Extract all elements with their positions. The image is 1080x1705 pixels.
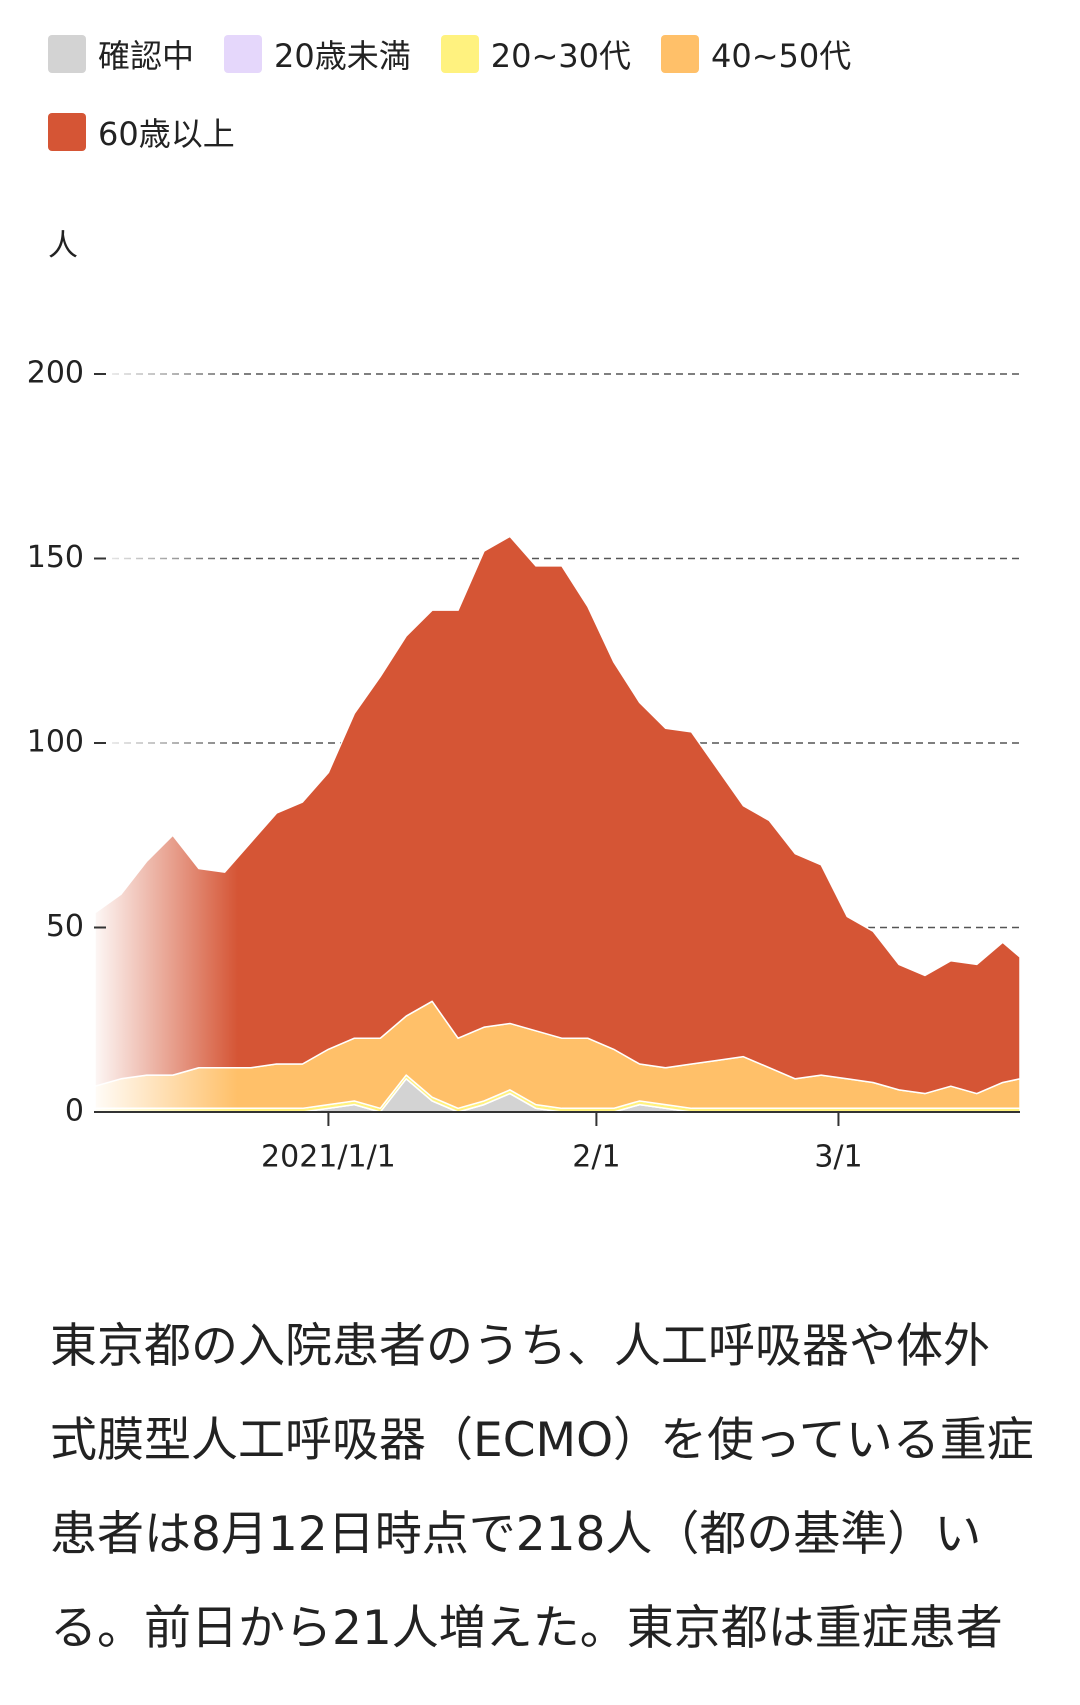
legend-label: 40~50代 xyxy=(711,37,852,75)
legend-swatch xyxy=(661,35,700,73)
y-tick-label: 200 xyxy=(27,356,84,391)
legend-label: 確認中 xyxy=(98,37,195,75)
y-tick-label: 0 xyxy=(65,1094,84,1129)
legend-swatch xyxy=(440,35,479,73)
legend-swatch xyxy=(48,113,86,151)
y-tick-label: 150 xyxy=(27,540,84,575)
x-tick-label: 3/1 xyxy=(814,1140,862,1175)
fade-overlay xyxy=(88,360,238,1120)
legend-swatch xyxy=(224,35,263,73)
y-tick-label: 100 xyxy=(27,725,84,760)
y-tick-label: 50 xyxy=(46,909,84,944)
x-tick-label: 2021/1/1 xyxy=(261,1140,396,1175)
legend-item[interactable]: 確認中 xyxy=(48,30,194,78)
legend-item[interactable]: 20歳未満 xyxy=(224,30,411,78)
x-tick-label: 2/1 xyxy=(572,1140,620,1175)
paragraph: 東京都の入院患者のうち、人工呼吸器や体外式膜型人工呼吸器（ECMO）を使っている… xyxy=(50,1319,1034,1656)
legend-item[interactable]: 40~50代 xyxy=(661,30,851,78)
y-axis-label: 人 xyxy=(48,229,78,264)
legend-label: 60歳以上 xyxy=(98,115,235,153)
legend-swatch xyxy=(48,35,86,73)
chart: 人 0 50 100 150 200 2021/1/1 2/1 3/1 xyxy=(27,229,1024,1175)
legend-label: 20~30代 xyxy=(490,37,632,75)
legend-item[interactable]: 20~30代 xyxy=(440,30,632,78)
legend-item[interactable]: 60歳以上 xyxy=(48,108,235,156)
area xyxy=(94,535,1021,1095)
legend-label: 20歳未満 xyxy=(274,37,411,75)
legend: 確認中 20歳未満 20~30代 40~50代 60歳以上 xyxy=(48,30,1048,156)
